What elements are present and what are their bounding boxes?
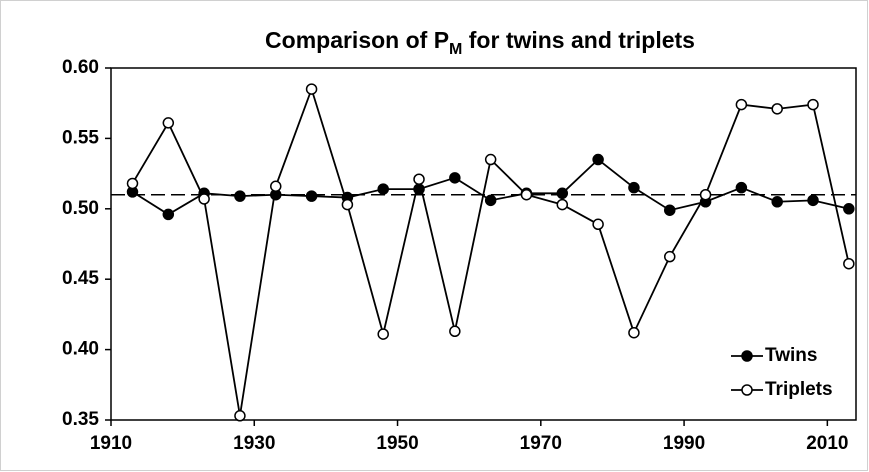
legend-marker — [741, 384, 753, 396]
chart-title: Comparison of PM for twins and triplets — [265, 27, 695, 58]
y-tick-label: 0.60 — [62, 57, 99, 78]
marker — [198, 193, 210, 205]
marker — [305, 190, 318, 202]
marker — [592, 218, 604, 231]
marker — [234, 410, 246, 422]
y-tick-label: 0.35 — [62, 409, 99, 430]
marker — [771, 103, 783, 115]
marker — [484, 194, 497, 207]
y-tick-label: 0.55 — [62, 127, 99, 148]
x-tick-label: 1930 — [233, 433, 275, 454]
x-tick-label: 1970 — [520, 433, 562, 454]
title-subscript: M — [449, 41, 462, 58]
marker — [628, 326, 640, 339]
marker — [162, 208, 175, 221]
y-tick-label: 0.45 — [62, 268, 99, 289]
marker — [377, 328, 389, 340]
marker — [305, 83, 318, 95]
marker — [843, 257, 855, 270]
x-tick-label: 1910 — [90, 433, 132, 454]
y-tick-label: 0.50 — [62, 198, 99, 219]
marker — [234, 190, 246, 202]
marker — [664, 204, 676, 216]
y-tick-label: 0.40 — [62, 339, 99, 360]
title-text: for twins and triplets — [462, 27, 695, 53]
x-tick-label: 2010 — [806, 433, 848, 454]
marker — [413, 173, 425, 185]
marker — [735, 98, 748, 111]
marker — [520, 188, 533, 201]
marker — [843, 203, 855, 215]
marker — [735, 181, 748, 194]
marker — [449, 325, 461, 338]
marker — [556, 187, 569, 200]
plot-area — [110, 67, 857, 421]
marker — [628, 181, 640, 194]
marker — [484, 153, 497, 166]
legend-marker — [741, 350, 753, 362]
marker — [449, 172, 461, 184]
x-tick-label: 1950 — [376, 433, 418, 454]
marker — [699, 188, 712, 201]
marker — [807, 98, 819, 111]
marker — [664, 250, 676, 263]
marker — [771, 196, 783, 208]
legend-label: Triplets — [765, 379, 833, 400]
marker — [556, 198, 569, 211]
marker — [341, 198, 354, 211]
title-text: Comparison of P — [265, 27, 449, 53]
marker — [807, 194, 819, 207]
x-tick-label: 1990 — [663, 433, 705, 454]
marker — [126, 177, 139, 190]
marker — [162, 117, 175, 129]
marker — [592, 153, 604, 166]
marker — [270, 180, 282, 193]
legend-label: Twins — [765, 345, 817, 366]
marker — [377, 183, 389, 195]
